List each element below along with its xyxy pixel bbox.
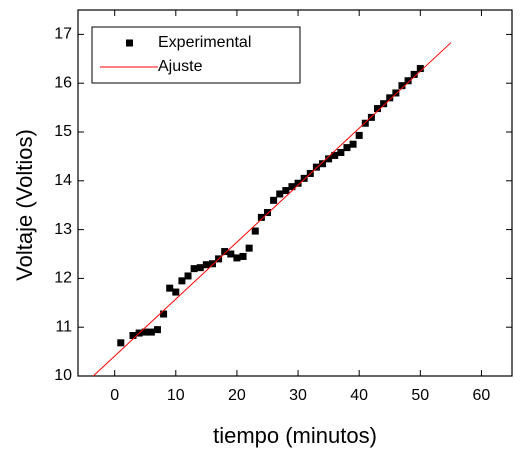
data-point — [233, 254, 241, 262]
data-point — [270, 196, 278, 204]
data-point — [227, 250, 235, 258]
data-point — [257, 213, 265, 221]
data-point — [141, 328, 149, 336]
legend-label: Ajuste — [158, 58, 203, 75]
legend-box — [91, 26, 301, 84]
data-point — [410, 70, 418, 78]
plot-frame — [77, 9, 513, 377]
legend-label: Experimental — [158, 34, 251, 51]
data-point — [294, 179, 302, 187]
y-tick-label: 15 — [54, 123, 72, 140]
data-point — [288, 183, 296, 191]
data-point — [239, 252, 247, 260]
x-axis-label: tiempo (minutos) — [213, 423, 377, 448]
data-point — [319, 160, 327, 168]
data-point — [117, 339, 125, 347]
x-tick-label: 20 — [228, 387, 246, 404]
data-point — [184, 272, 192, 280]
data-point — [416, 65, 424, 73]
data-point — [398, 82, 406, 90]
y-tick-label: 16 — [54, 74, 72, 91]
data-point — [349, 140, 357, 148]
y-tick-label: 12 — [54, 270, 72, 287]
data-point — [361, 119, 369, 127]
data-point — [386, 94, 394, 102]
fit-line — [92, 42, 452, 377]
data-point — [300, 174, 308, 182]
data-point — [166, 284, 174, 292]
x-tick-label: 50 — [411, 387, 429, 404]
y-axis-label: Voltaje (Voltios) — [12, 129, 37, 281]
y-tick-label: 10 — [54, 367, 72, 384]
data-point — [153, 326, 161, 334]
data-point — [392, 89, 400, 97]
data-point — [221, 248, 229, 256]
data-point — [190, 265, 198, 273]
x-tick-label: 10 — [167, 387, 185, 404]
data-point — [202, 261, 210, 269]
data-point — [343, 144, 351, 152]
data-point — [374, 105, 382, 113]
data-point — [312, 163, 320, 171]
x-tick-label: 60 — [473, 387, 491, 404]
data-point — [251, 227, 259, 235]
data-point — [331, 151, 339, 159]
data-point — [245, 244, 253, 252]
data-point — [282, 187, 290, 195]
y-tick-label: 13 — [54, 221, 72, 238]
data-point — [276, 190, 284, 198]
data-point — [129, 331, 137, 339]
x-tick-label: 0 — [110, 387, 119, 404]
data-point — [404, 77, 412, 85]
data-point — [325, 155, 333, 163]
x-tick-label: 30 — [289, 387, 307, 404]
data-point — [196, 264, 204, 272]
data-point — [147, 328, 155, 336]
x-tick-label: 40 — [350, 387, 368, 404]
data-point — [160, 310, 168, 318]
data-point — [172, 288, 180, 296]
y-tick-label: 14 — [54, 172, 72, 189]
legend-marker — [126, 39, 133, 47]
data-point — [380, 100, 388, 108]
data-point — [208, 260, 216, 268]
y-tick-label: 11 — [55, 318, 72, 335]
y-tick-label: 17 — [54, 26, 72, 43]
data-point — [178, 277, 186, 285]
data-point — [263, 209, 271, 217]
data-point — [355, 131, 363, 139]
data-point — [337, 148, 345, 156]
